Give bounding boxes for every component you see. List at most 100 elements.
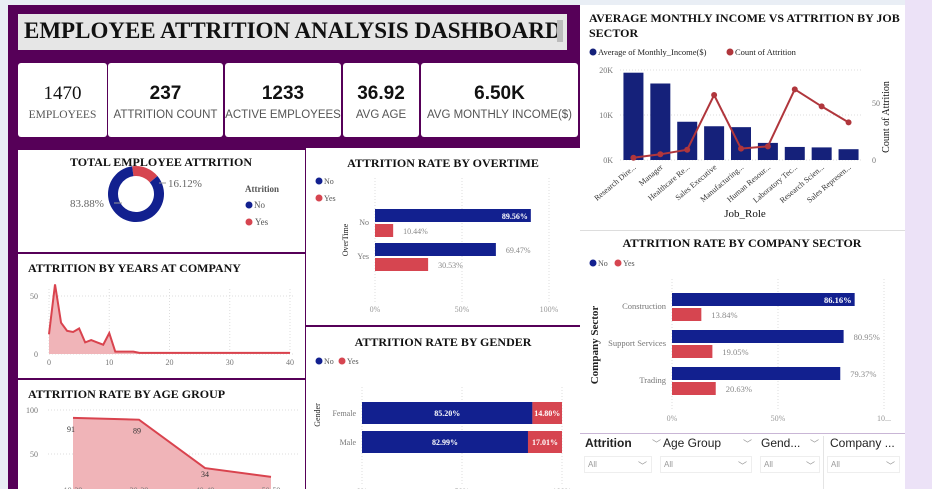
bar-no [362,402,533,424]
slicer-age-group-dropdown[interactable]: All ﹀ [660,456,752,473]
kpi-attrition-count: 237 ATTRITION COUNT [108,63,223,137]
legend-no: No [324,177,334,186]
bar-no [362,431,528,453]
x-tick-label: 50-59 [262,486,281,489]
legend-marker [726,48,734,56]
legend-no: No [598,259,608,268]
bar-yes [527,431,562,453]
axis-title: Company Sector [589,306,601,385]
bar-yes [532,402,562,424]
legend-yes: Yes [324,194,336,203]
y2-tick-label: 50 [872,99,880,108]
slicer-company-dropdown[interactable]: All ﹀ [827,456,900,473]
area-fill [49,284,290,354]
y-tick-label: 0K [603,156,613,165]
data-label: 89.56% [502,212,528,221]
dropdown-value: All [664,460,673,469]
age-group-chart: ATTRITION RATE BY AGE GROUP 100 50 91 89 34 18… [18,380,305,489]
bar-no [672,367,841,380]
bar-yes [375,224,394,237]
attrition-point [818,103,825,110]
kpi-value: 237 [149,83,182,104]
overtime-chart: ATTRITION RATE BY OVERTIME No Yes 0% 50% 100%… [306,148,580,325]
bar-yes [375,258,429,271]
bar-no [375,209,531,222]
x-tick-label: 30 [226,358,234,367]
legend-marker [245,201,253,209]
data-label: 30.53% [438,261,463,270]
dropdown-value: All [588,460,597,469]
kpi-avg-age: 36.92 AVG AGE [343,63,419,137]
legend-label: Yes [255,217,269,227]
legend-marker [589,259,597,267]
kpi-label: AVG AGE [355,109,407,121]
income-bar [704,126,725,160]
title-scrollbar [557,20,563,42]
chart-title: ATTRITION BY YEARS AT COMPANY [28,261,241,275]
company-sector-chart: ATTRITION RATE BY COMPANY SECTOR No Yes 0% 5… [580,230,905,432]
y2-tick-label: 0 [872,156,876,165]
series-line [48,284,290,354]
axis-title: Gender [313,403,322,427]
years-at-company-chart: ATTRITION BY YEARS AT COMPANY 0 10 20 30 40 0 5… [18,254,305,378]
y-tick-label: 50 [30,450,38,459]
x-tick-label: 0% [667,414,678,423]
data-label: 85.20% [434,409,460,418]
donut-slice-yes [132,166,158,183]
x-tick-label: 10 [105,358,113,367]
data-label: 79.37% [850,369,876,379]
attrition-point [684,146,691,153]
x-tick-label: 10... [877,414,891,423]
chevron-down-icon[interactable]: ﹀ [743,440,753,450]
divider [580,433,905,434]
x-tick-label: 50% [771,414,786,423]
data-label: 13.84% [711,310,737,320]
kpi-value: 1233 [261,83,305,104]
y-tick-label: 10K [599,111,613,120]
slicer-gender-dropdown[interactable]: All ﹀ [760,456,820,473]
kpi-label: EMPLOYEES [28,109,97,121]
income-vs-attrition-chart: AVERAGE MONTHLY INCOME VS ATTRITION BY J… [580,5,905,228]
legend-marker [315,194,323,202]
legend-label: Count of Attrition [735,47,797,57]
x-axis-title: Job_Role [724,208,766,220]
data-label: 20.63% [726,384,752,394]
x-tick-label: Research Dire... [592,163,637,203]
kpi-employees: 1470 EMPLOYEES [18,63,107,137]
page-title: EMPLOYEE ATTRITION ANALYSIS DASHBOARD [18,14,567,50]
area-fill [73,417,271,489]
data-label: 69.47% [506,246,531,255]
slicer-attrition-label: Attrition [585,436,632,450]
legend-marker [245,218,253,226]
kpi-label: AVG MONTHLY INCOME($) [426,109,573,121]
divider [823,436,824,489]
chart-title: ATTRITION RATE BY AGE GROUP [28,387,225,401]
x-tick-label: 0% [370,305,381,314]
chevron-down-icon: ﹀ [637,462,647,472]
kpi-value: 6.50K [474,83,525,104]
chart-title: ATTRITION RATE BY COMPANY SECTOR [623,236,862,250]
x-tick-label: 50% [455,305,470,314]
kpi-label: ACTIVE EMPLOYEES [225,109,341,121]
kpi-value: 1470 [43,83,82,104]
income-bar [650,83,671,160]
legend-marker [338,357,346,365]
legend-yes: Yes [623,259,635,268]
bar-yes [672,382,716,395]
y2-axis-title: Count of Attrition [881,81,892,153]
category-label: Construction [622,301,667,311]
data-label: 82.99% [432,438,458,447]
legend-marker [315,357,323,365]
bar-yes [672,345,713,358]
chevron-down-icon[interactable]: ﹀ [652,440,662,450]
legend-yes: Yes [347,357,359,366]
dropdown-value: All [764,460,773,469]
gender-chart: ATTRITION RATE BY GENDER No Yes 0% 50% 100% Fe… [306,327,580,489]
chevron-down-icon[interactable]: ﹀ [810,440,820,450]
x-tick-label: 20 [166,358,174,367]
chevron-down-icon: ﹀ [885,462,895,472]
slicer-attrition-dropdown[interactable]: All ﹀ [584,456,652,473]
x-tick-label: 40-49 [196,486,215,489]
data-label: 17.01% [532,438,558,447]
chart-title: SECTOR [589,26,638,40]
